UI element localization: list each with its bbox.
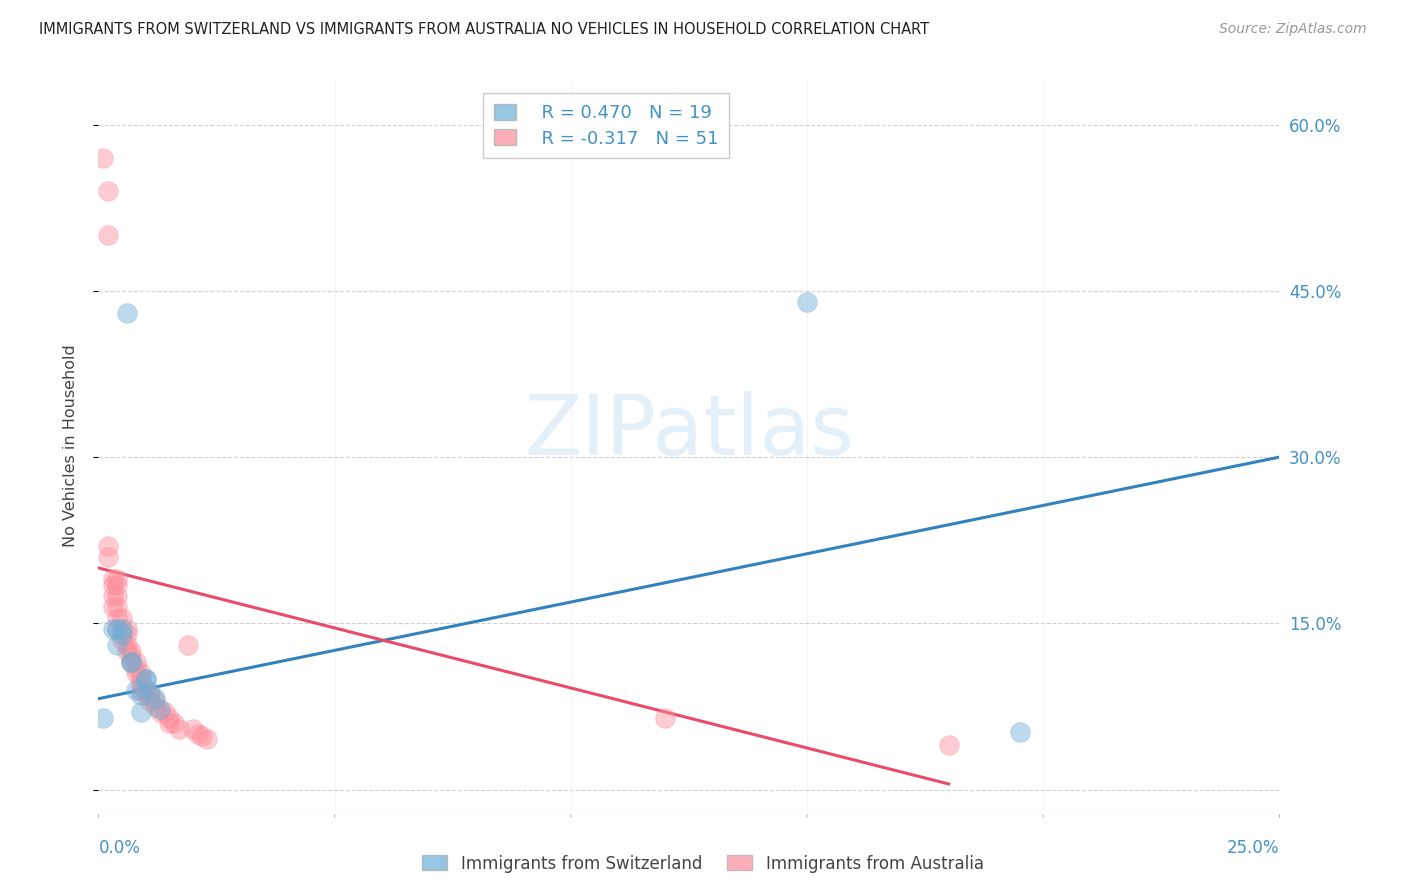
Point — [115, 306, 138, 320]
Point — [163, 716, 186, 731]
Point — [135, 672, 157, 686]
Point — [195, 731, 218, 746]
Point — [121, 655, 143, 669]
Point — [135, 672, 157, 686]
Text: 0.0%: 0.0% — [98, 839, 141, 857]
Point — [125, 682, 148, 697]
Point — [115, 644, 138, 658]
Point — [187, 727, 209, 741]
Point — [149, 701, 172, 715]
Point — [111, 632, 134, 647]
Point — [105, 577, 128, 591]
Point — [181, 722, 204, 736]
Point — [125, 666, 148, 681]
Point — [111, 627, 134, 641]
Point — [167, 722, 190, 736]
Point — [129, 666, 152, 681]
Point — [135, 682, 157, 697]
Point — [143, 690, 166, 705]
Point — [121, 655, 143, 669]
Point — [101, 589, 124, 603]
Y-axis label: No Vehicles in Household: No Vehicles in Household — [63, 344, 77, 548]
Point — [105, 599, 128, 614]
Point — [129, 682, 152, 697]
Point — [105, 589, 128, 603]
Point — [111, 627, 134, 641]
Point — [139, 685, 162, 699]
Point — [125, 655, 148, 669]
Text: 25.0%: 25.0% — [1227, 839, 1279, 857]
Point — [177, 639, 200, 653]
Point — [938, 738, 960, 752]
Point — [1008, 725, 1031, 739]
Text: Source: ZipAtlas.com: Source: ZipAtlas.com — [1219, 22, 1367, 37]
Point — [105, 572, 128, 586]
Point — [105, 611, 128, 625]
Point — [796, 294, 818, 309]
Point — [97, 549, 120, 564]
Point — [91, 151, 114, 165]
Point — [97, 539, 120, 553]
Point — [153, 705, 176, 719]
Point — [97, 184, 120, 198]
Point — [105, 639, 128, 653]
Point — [139, 694, 162, 708]
Text: IMMIGRANTS FROM SWITZERLAND VS IMMIGRANTS FROM AUSTRALIA NO VEHICLES IN HOUSEHOL: IMMIGRANTS FROM SWITZERLAND VS IMMIGRANT… — [39, 22, 929, 37]
Point — [91, 710, 114, 724]
Point — [129, 672, 152, 686]
Point — [139, 689, 162, 703]
Point — [111, 622, 134, 636]
Point — [105, 622, 128, 636]
Point — [101, 577, 124, 591]
Point — [143, 694, 166, 708]
Point — [121, 655, 143, 669]
Point — [115, 627, 138, 641]
Point — [105, 622, 128, 636]
Point — [101, 599, 124, 614]
Point — [101, 622, 124, 636]
Point — [129, 689, 152, 703]
Point — [129, 705, 152, 719]
Point — [125, 660, 148, 674]
Legend: Immigrants from Switzerland, Immigrants from Australia: Immigrants from Switzerland, Immigrants … — [416, 848, 990, 880]
Point — [121, 649, 143, 664]
Point — [149, 705, 172, 719]
Point — [101, 572, 124, 586]
Point — [143, 699, 166, 714]
Point — [111, 611, 134, 625]
Point — [115, 639, 138, 653]
Point — [121, 644, 143, 658]
Text: ZIPatlas: ZIPatlas — [524, 391, 853, 472]
Point — [191, 730, 214, 744]
Point — [157, 710, 180, 724]
Point — [97, 228, 120, 243]
Point — [135, 689, 157, 703]
Legend:   R = 0.470   N = 19,   R = -0.317   N = 51: R = 0.470 N = 19, R = -0.317 N = 51 — [484, 93, 730, 159]
Point — [129, 677, 152, 691]
Point — [654, 710, 676, 724]
Point — [157, 716, 180, 731]
Point — [115, 622, 138, 636]
